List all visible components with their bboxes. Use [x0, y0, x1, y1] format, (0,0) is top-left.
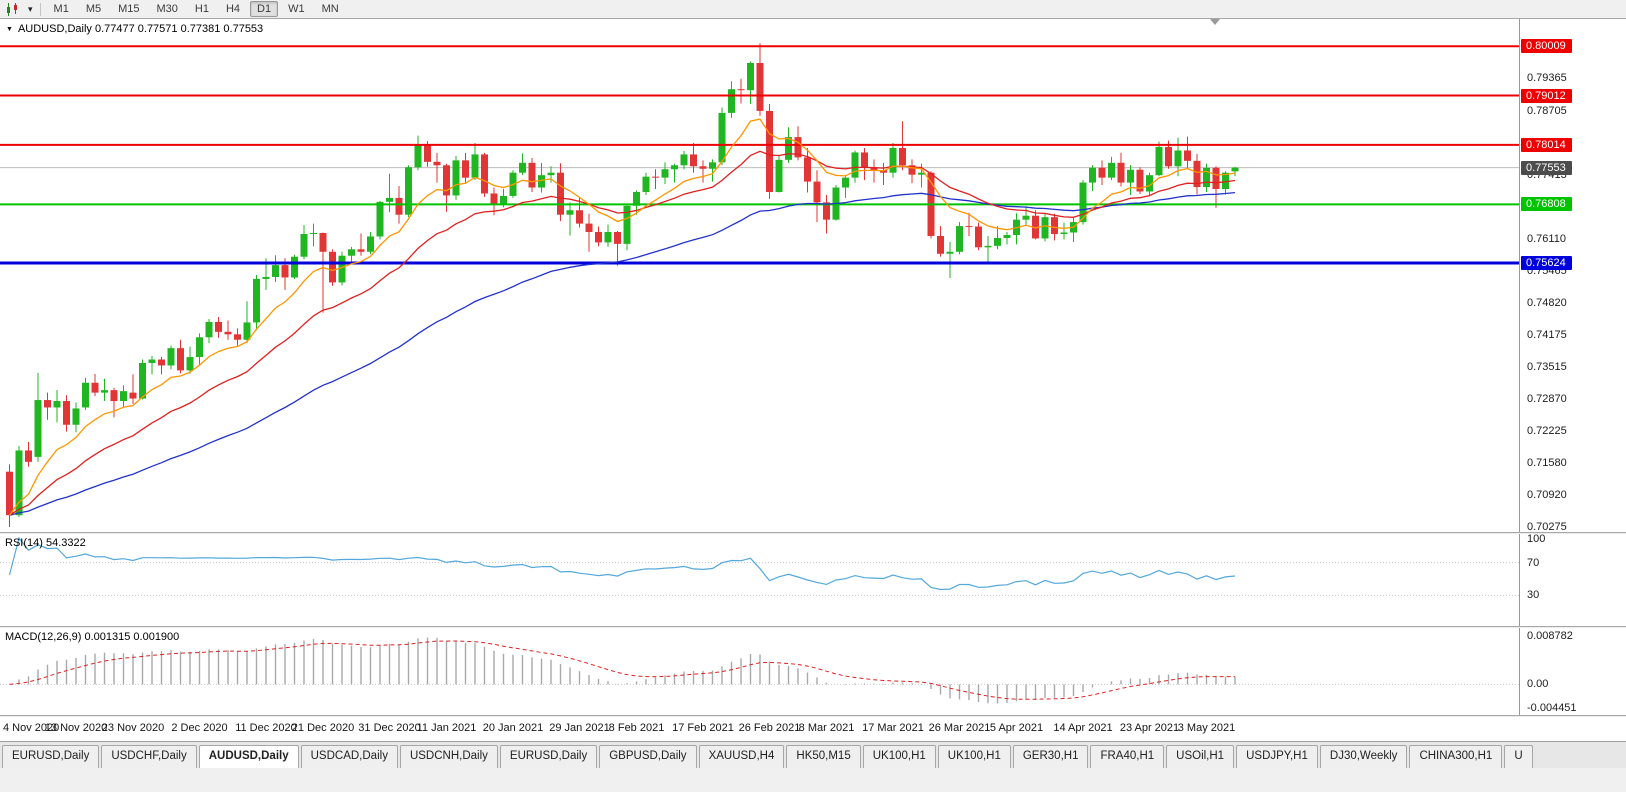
timeframe-m15[interactable]: M15	[118, 3, 140, 15]
rsi-line	[8, 536, 1236, 591]
tab-ger30-h1[interactable]: GER30,H1	[1012, 745, 1089, 768]
tab-usdchf-daily[interactable]: USDCHF,Daily	[101, 745, 197, 768]
timeframe-w1[interactable]: W1	[288, 3, 305, 15]
tab-eurusd-daily[interactable]: EURUSD,Daily	[2, 745, 100, 768]
tab-hk50-m15[interactable]: HK50,M15	[786, 745, 861, 768]
price-tick: 0.73515	[1527, 361, 1567, 374]
price-scale[interactable]: 0.793650.787050.780450.774130.767700.761…	[1519, 19, 1626, 717]
time-axis-label: 23 Nov 2020	[101, 722, 165, 734]
tab-usdjpy-h1[interactable]: USDJPY,H1	[1236, 745, 1318, 768]
tab-audusd-daily[interactable]: AUDUSD,Daily	[198, 745, 299, 768]
price-tick: 0.79365	[1527, 72, 1567, 85]
price-badge-0.80009: 0.80009	[1521, 39, 1572, 54]
panel-separator	[0, 715, 1626, 717]
time-axis-label: 11 Dec 2020	[235, 722, 297, 734]
price-tick: 0.71580	[1527, 456, 1567, 469]
rsi-levels	[0, 562, 1519, 596]
tab-usdcad-daily[interactable]: USDCAD,Daily	[300, 745, 398, 768]
time-axis[interactable]: 4 Nov 2020 13 Nov 2020 23 Nov 2020 2 Dec 20…	[0, 717, 1626, 741]
time-axis-label: 29 Jan 2021	[549, 722, 610, 734]
timeframe-mn[interactable]: MN	[321, 3, 339, 15]
time-axis-label: 13 Nov 2020	[44, 722, 108, 734]
chart-title: ▼ AUDUSD,Daily 0.77477 0.77571 0.77381 0.…	[6, 23, 263, 35]
tab-fra40-h1[interactable]: FRA40,H1	[1090, 745, 1165, 768]
candles	[6, 43, 1239, 528]
price-chart[interactable]: ▼ AUDUSD,Daily 0.77477 0.77571 0.77381 0.…	[0, 19, 1519, 532]
panel-separator[interactable]	[0, 532, 1626, 534]
price-tick: 0.70275	[1527, 521, 1567, 534]
collapse-icon[interactable]: ▼	[6, 26, 13, 33]
tab-eurusd-daily[interactable]: EURUSD,Daily	[499, 745, 598, 768]
tab-xauusd-h4[interactable]: XAUUSD,H4	[698, 745, 785, 768]
tab-usoil-h1[interactable]: USOil,H1	[1166, 745, 1235, 768]
price-tick: 0.72225	[1527, 424, 1567, 437]
price-badge-0.79012: 0.79012	[1521, 88, 1572, 103]
tab-gbpusd-daily[interactable]: GBPUSD,Daily	[599, 745, 697, 768]
tab-uk100-h1[interactable]: UK100,H1	[937, 745, 1011, 768]
macd-scale-tick: -0.004451	[1527, 702, 1577, 714]
timeframe-m30[interactable]: M30	[156, 3, 178, 15]
chevron-down-icon[interactable]: ▾	[28, 3, 33, 14]
price-tick: 0.72870	[1527, 393, 1567, 406]
rsi-scale-tick: 70	[1527, 556, 1540, 569]
time-axis-label: 11 Jan 2021	[416, 722, 477, 734]
timeframe-m1[interactable]: M1	[53, 3, 69, 15]
rsi-label: RSI(14) 54.3322	[5, 537, 86, 549]
price-badge-0.75624: 0.75624	[1521, 255, 1572, 270]
price-tick: 0.76110	[1527, 232, 1566, 245]
timeframe-m5[interactable]: M5	[85, 3, 102, 15]
chart-shift-marker[interactable]	[1210, 19, 1220, 25]
timeframe-buttons: M1 M5 M15 M30 H1 H4 D1 W1 MN	[47, 1, 349, 17]
price-badge-0.76808: 0.76808	[1521, 197, 1572, 212]
macd-histogram	[18, 637, 1236, 704]
bid-price-badge: 0.77553	[1521, 160, 1572, 175]
time-axis-label: 8 Mar 2021	[798, 722, 855, 734]
ma-lines	[8, 118, 1236, 516]
chart-tab-bar: EURUSD,Daily USDCHF,Daily AUDUSD,Daily USDC…	[0, 741, 1626, 768]
toolbar-separator	[39, 2, 41, 16]
time-axis-label: 17 Mar 2021	[862, 722, 924, 734]
rsi-scale-tick: 30	[1527, 589, 1540, 602]
time-axis-label: 20 Jan 2021	[482, 722, 544, 734]
time-axis-label: 26 Mar 2021	[928, 722, 991, 734]
time-axis-label: 21 Dec 2020	[291, 722, 355, 734]
tab-china300-h1[interactable]: CHINA300,H1	[1409, 745, 1503, 768]
time-axis-label: 31 Dec 2020	[358, 722, 421, 734]
timeframe-toolbar: ▾ M1 M5 M15 M30 H1 H4 D1 W1 MN	[0, 0, 1626, 19]
macd-scale-tick: 0.00	[1527, 678, 1549, 691]
tab-uk100-h1[interactable]: UK100,H1	[862, 745, 936, 768]
time-axis-label: 23 Apr 2021	[1119, 722, 1180, 734]
price-badge-0.78014: 0.78014	[1521, 137, 1572, 152]
tab-usdcnh-daily[interactable]: USDCNH,Daily	[399, 745, 498, 768]
time-axis-label: 17 Feb 2021	[672, 722, 734, 734]
chart-title-text: AUDUSD,Daily 0.77477 0.77571 0.77381 0.7…	[17, 23, 264, 35]
time-axis-label: 14 Apr 2021	[1053, 722, 1113, 734]
panel-separator[interactable]	[0, 626, 1626, 628]
tab-u[interactable]: U	[1504, 745, 1533, 768]
macd-scale-tick: 0.008782	[1527, 630, 1573, 642]
macd-panel[interactable]: MACD(12,26,9) 0.001315 0.001900	[0, 628, 1519, 715]
time-axis-label: 5 Apr 2021	[989, 722, 1044, 734]
time-axis-label: 26 Feb 2021	[738, 722, 801, 734]
price-tick: 0.74820	[1527, 296, 1567, 309]
price-tick: 0.78705	[1527, 104, 1567, 117]
horizontal-lines[interactable]	[0, 45, 1519, 265]
time-axis-label: 2 Dec 2020	[171, 722, 228, 734]
candlestick-chart-icon[interactable]	[2, 1, 23, 17]
macd-label: MACD(12,26,9) 0.001315 0.001900	[5, 631, 180, 643]
time-axis-label: 8 Feb 2021	[608, 722, 665, 734]
price-tick: 0.74175	[1527, 328, 1567, 341]
time-axis-label: 3 May 2021	[1177, 722, 1236, 734]
timeframe-h1[interactable]: H1	[194, 3, 209, 15]
rsi-panel[interactable]: RSI(14) 54.3322	[0, 534, 1519, 626]
timeframe-d1[interactable]: D1	[250, 1, 279, 17]
macd-signal-line	[9, 640, 1235, 700]
price-tick: 0.70920	[1527, 489, 1567, 502]
status-bar	[0, 768, 1626, 792]
rsi-scale-tick: 100	[1527, 533, 1546, 545]
timeframe-h4[interactable]: H4	[225, 3, 241, 15]
time-axis-label: 4 Nov 2020	[3, 722, 60, 734]
tab-dj30-weekly[interactable]: DJ30,Weekly	[1319, 745, 1408, 768]
